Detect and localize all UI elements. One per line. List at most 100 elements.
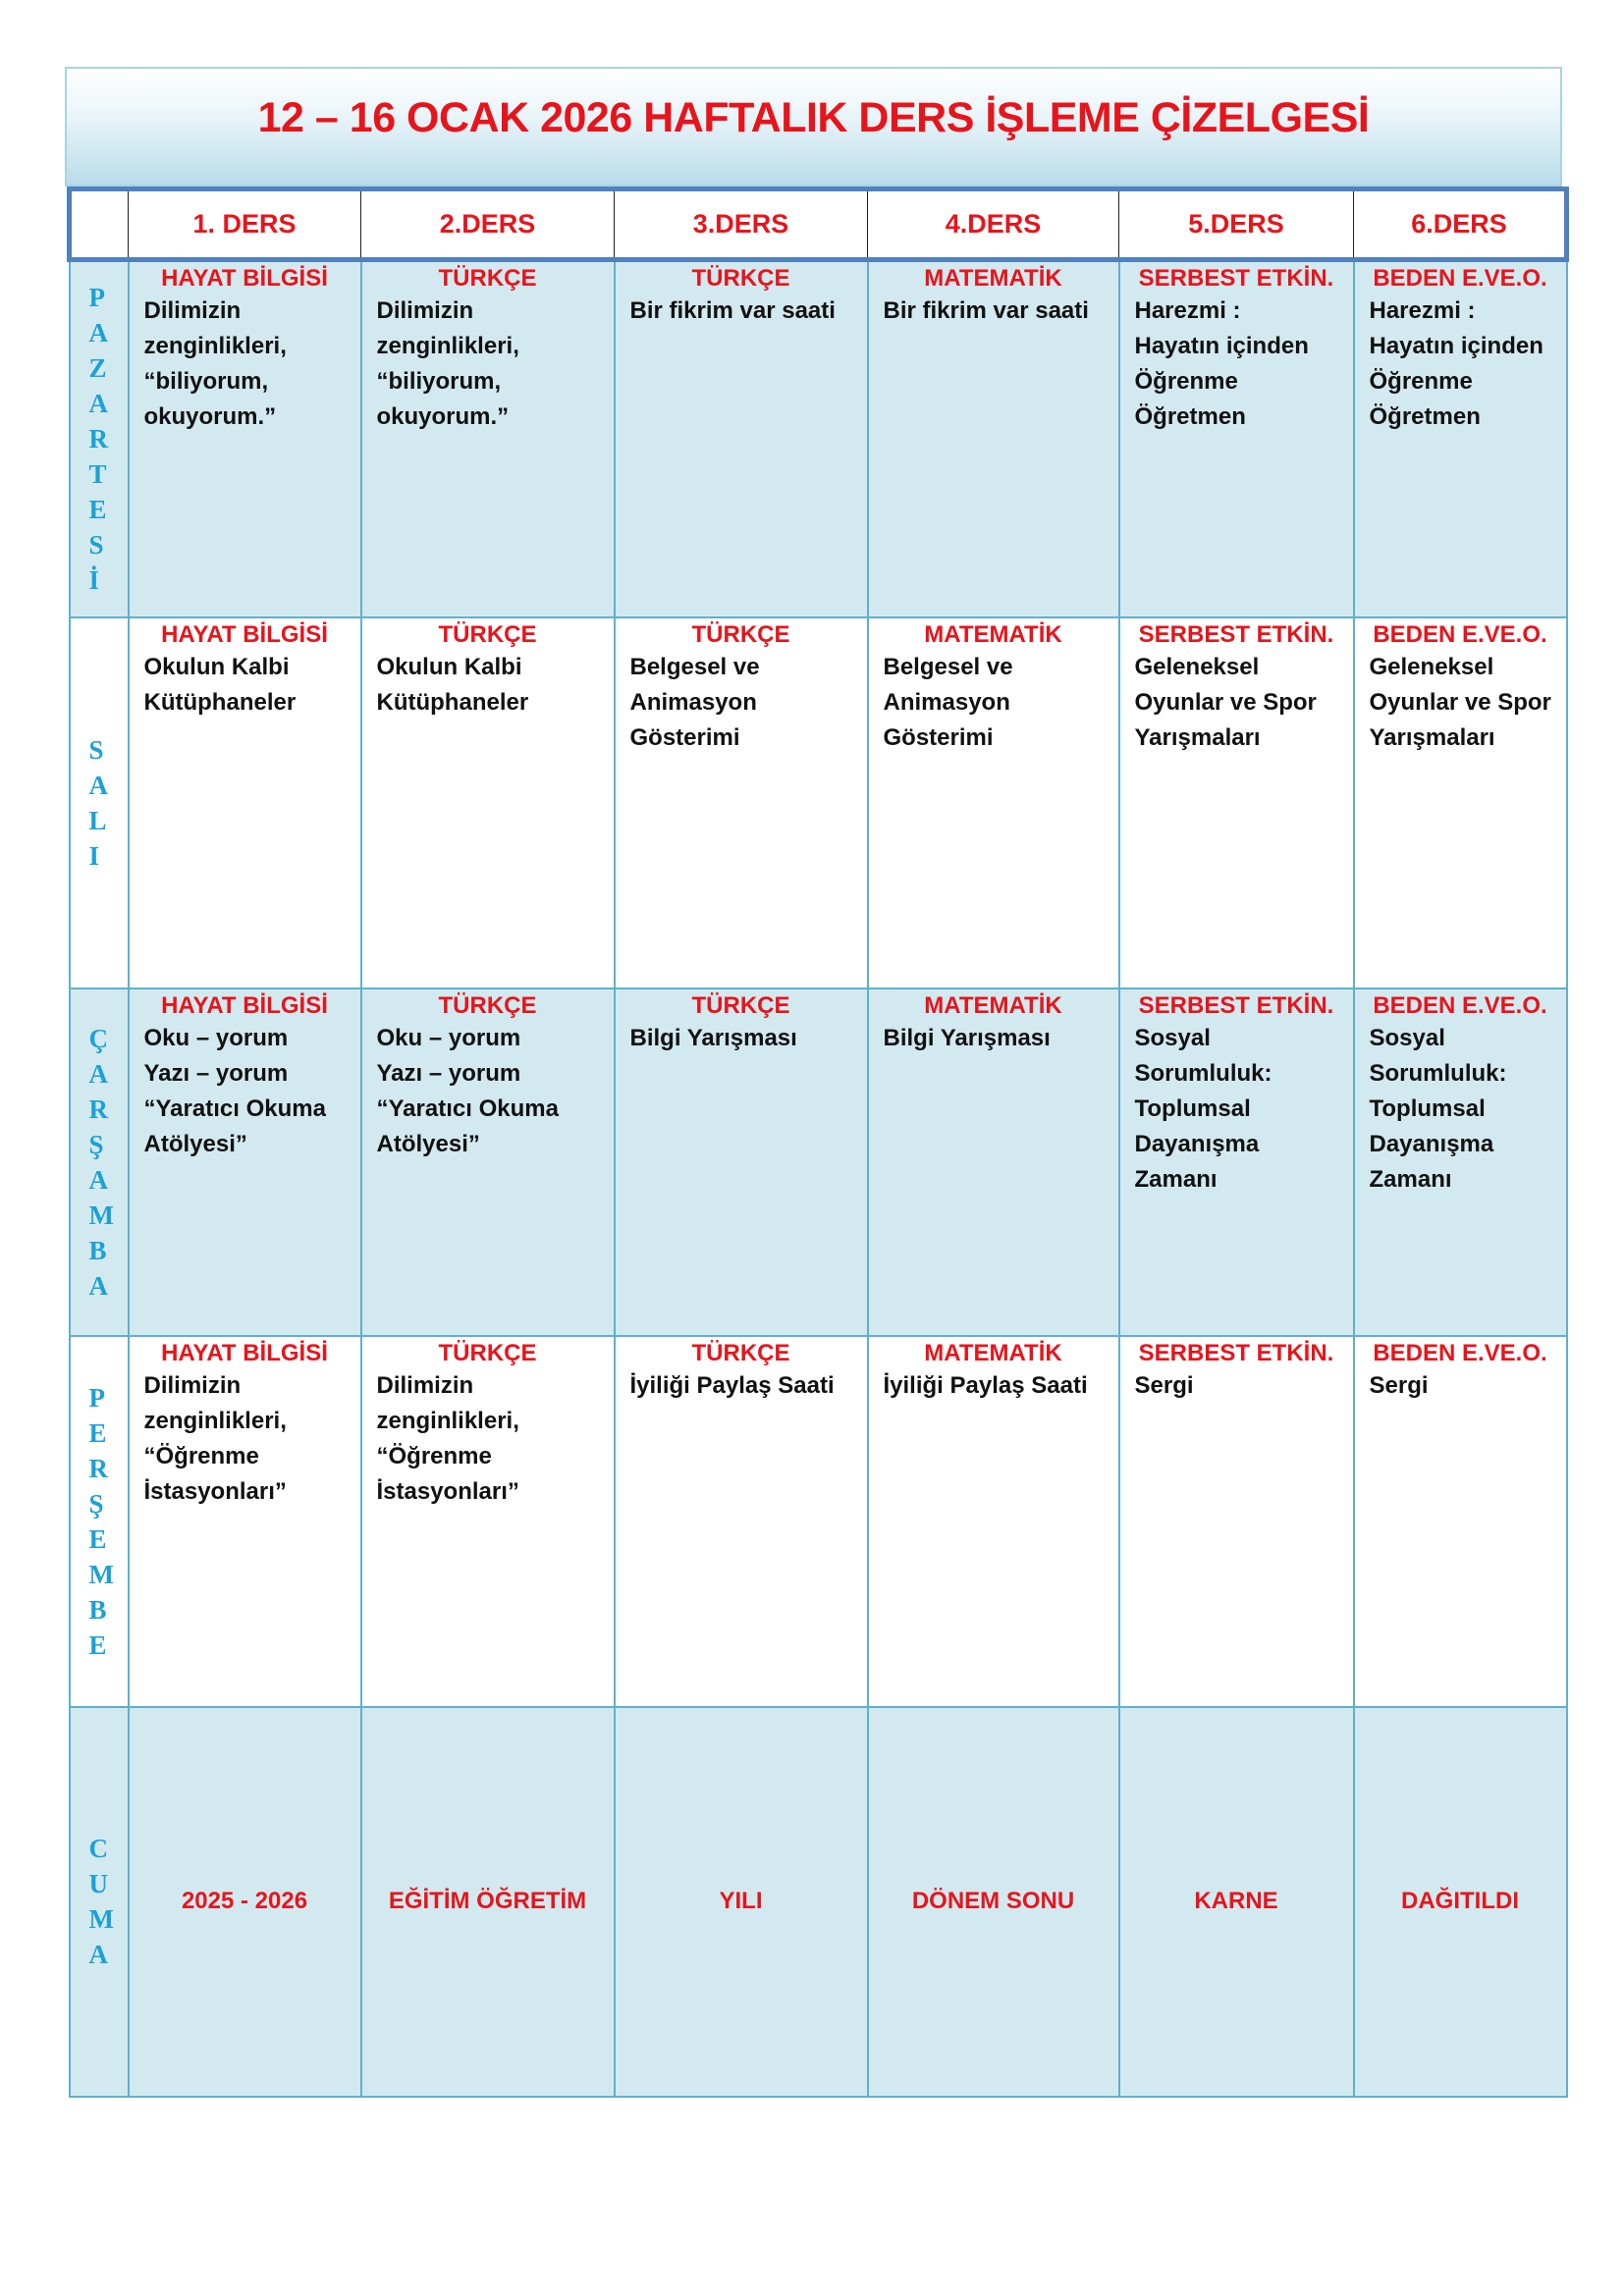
- day-label-cell: CUMA: [68, 1705, 130, 2098]
- day-row: PERŞEMBE HAYAT BİLGİSİ Dilimizin zenginl…: [68, 1334, 1568, 1708]
- day-row: PAZARTESİ HAYAT BİLGİSİ Dilimizin zengin…: [68, 258, 1568, 618]
- day-name: PAZARTESİ: [88, 283, 109, 596]
- lesson-topic: İyiliği Paylaş Saati: [629, 1371, 835, 1399]
- lesson-topic: Geleneksel Oyunlar ve Spor Yarışmaları: [1134, 653, 1317, 751]
- day-name: SALI: [88, 734, 109, 871]
- day-row: ÇARŞAMBA HAYAT BİLGİSİ Oku – yorum Yazı …: [68, 987, 1568, 1337]
- lesson-cell: TÜRKÇE Bilgi Yarışması: [613, 987, 869, 1337]
- lesson-subject: BEDEN E.VE.O.: [1373, 991, 1547, 1019]
- lesson-subject: SERBEST ETKİN.: [1138, 265, 1334, 292]
- day-row-friday: CUMA 2025 - 2026 EĞİTİM ÖĞRETİM YILI DÖNEM S…: [68, 1705, 1568, 2098]
- lesson-cell: SERBEST ETKİN. Sergi: [1117, 1334, 1355, 1708]
- corner-cell: [67, 187, 129, 262]
- lesson-cell: BEDEN E.VE.O. Harezmi : Hayatın içinden …: [1352, 258, 1568, 618]
- lesson-cell: SERBEST ETKİN. Sosyal Sorumluluk: Toplum…: [1117, 987, 1355, 1337]
- lesson-subject: TÜRKÇE: [691, 265, 790, 292]
- lesson-cell: TÜRKÇE Okulun Kalbi Kütüphaneler: [359, 615, 616, 989]
- friday-cell: EĞİTİM ÖĞRETİM: [359, 1705, 616, 2098]
- lesson-subject: MATEMATİK: [924, 265, 1062, 292]
- lesson-topic: Dilimizin zenginlikleri, “biliyorum, oku…: [143, 297, 287, 430]
- lesson-topic: Dilimizin zenginlikleri, “biliyorum, oku…: [376, 297, 519, 430]
- day-row: SALI HAYAT BİLGİSİ Okulun Kalbi Kütüphan…: [68, 615, 1568, 989]
- lesson-subject: BEDEN E.VE.O.: [1373, 1339, 1547, 1366]
- lesson-topic: Belgesel ve Animasyon Gösterimi: [629, 653, 760, 751]
- lesson-subject: TÜRKÇE: [691, 1339, 790, 1366]
- lesson-cell: TÜRKÇE Belgesel ve Animasyon Gösterimi: [613, 615, 869, 989]
- friday-cell: KARNE: [1117, 1705, 1355, 2098]
- lesson-subject: SERBEST ETKİN.: [1138, 620, 1334, 648]
- lesson-subject: TÜRKÇE: [438, 620, 537, 648]
- lesson-topic: Dilimizin zenginlikleri, “Öğrenme İstasy…: [376, 1371, 519, 1505]
- lesson-subject: TÜRKÇE: [438, 1339, 537, 1366]
- day-name: CUMA: [88, 1834, 114, 1969]
- lesson-cell: HAYAT BİLGİSİ Dilimizin zenginlikleri, “…: [127, 1334, 362, 1708]
- lesson-subject: BEDEN E.VE.O.: [1373, 620, 1547, 648]
- lesson-topic: Okulun Kalbi Kütüphaneler: [376, 653, 529, 716]
- column-header: 5.DERS: [1118, 187, 1354, 262]
- lesson-subject: TÜRKÇE: [438, 991, 537, 1019]
- lesson-topic: Oku – yorum Yazı – yorum “Yaratıcı Okuma…: [376, 1024, 559, 1157]
- lesson-cell: SERBEST ETKİN. Harezmi : Hayatın içinden…: [1117, 258, 1355, 618]
- lesson-cell: HAYAT BİLGİSİ Dilimizin zenginlikleri, “…: [127, 258, 362, 618]
- lesson-cell: MATEMATİK Belgesel ve Animasyon Gösterim…: [866, 615, 1120, 989]
- schedule-table: 1. DERS 2.DERS 3.DERS 4.DERS 5.DERS 6.DE…: [67, 187, 1569, 2098]
- day-label-cell: PERŞEMBE: [68, 1334, 130, 1708]
- lesson-cell: TÜRKÇE Dilimizin zenginlikleri, “Öğrenme…: [359, 1334, 616, 1708]
- lesson-topic: Geleneksel Oyunlar ve Spor Yarışmaları: [1369, 653, 1551, 751]
- lesson-topic: Dilimizin zenginlikleri, “Öğrenme İstasy…: [143, 1371, 287, 1505]
- lesson-cell: MATEMATİK İyiliği Paylaş Saati: [866, 1334, 1120, 1708]
- lesson-cell: BEDEN E.VE.O. Geleneksel Oyunlar ve Spor…: [1352, 615, 1568, 989]
- lesson-cell: TÜRKÇE Bir fikrim var saati: [613, 258, 869, 618]
- day-label-cell: SALI: [68, 615, 130, 989]
- column-header: 3.DERS: [614, 187, 868, 262]
- header-row: 1. DERS 2.DERS 3.DERS 4.DERS 5.DERS 6.DE…: [67, 187, 1569, 262]
- page-title: 12 – 16 OCAK 2026 HAFTALIK DERS İŞLEME Ç…: [257, 93, 1370, 141]
- lesson-topic: Sosyal Sorumluluk: Toplumsal Dayanışma Z…: [1369, 1024, 1507, 1193]
- lesson-subject: HAYAT BİLGİSİ: [161, 265, 328, 292]
- lesson-topic: Oku – yorum Yazı – yorum “Yaratıcı Okuma…: [143, 1024, 326, 1157]
- lesson-topic: Bilgi Yarışması: [883, 1024, 1051, 1051]
- day-label-cell: ÇARŞAMBA: [68, 987, 130, 1337]
- lesson-cell: MATEMATİK Bilgi Yarışması: [866, 987, 1120, 1337]
- column-header: 6.DERS: [1353, 187, 1569, 262]
- day-name: ÇARŞAMBA: [88, 1023, 114, 1301]
- lesson-subject: TÜRKÇE: [691, 991, 790, 1019]
- friday-cell: DAĞITILDI: [1352, 1705, 1568, 2098]
- title-banner: 12 – 16 OCAK 2026 HAFTALIK DERS İŞLEME Ç…: [65, 67, 1562, 187]
- lesson-topic: Harezmi : Hayatın içinden Öğrenme Öğretm…: [1134, 297, 1309, 430]
- lesson-cell: SERBEST ETKİN. Geleneksel Oyunlar ve Spo…: [1117, 615, 1355, 989]
- lesson-topic: Okulun Kalbi Kütüphaneler: [143, 653, 297, 716]
- day-label-cell: PAZARTESİ: [68, 258, 130, 618]
- lesson-topic: Sosyal Sorumluluk: Toplumsal Dayanışma Z…: [1134, 1024, 1272, 1193]
- lesson-topic: Bilgi Yarışması: [629, 1024, 797, 1051]
- lesson-topic: Bir fikrim var saati: [629, 297, 836, 324]
- lesson-cell: MATEMATİK Bir fikrim var saati: [866, 258, 1120, 618]
- lesson-subject: MATEMATİK: [924, 620, 1062, 648]
- lesson-cell: BEDEN E.VE.O. Sosyal Sorumluluk: Toplums…: [1352, 987, 1568, 1337]
- lesson-topic: İyiliği Paylaş Saati: [883, 1371, 1088, 1399]
- lesson-subject: MATEMATİK: [924, 1339, 1062, 1366]
- lesson-cell: TÜRKÇE Dilimizin zenginlikleri, “biliyor…: [359, 258, 616, 618]
- lesson-cell: HAYAT BİLGİSİ Oku – yorum Yazı – yorum “…: [127, 987, 362, 1337]
- lesson-subject: BEDEN E.VE.O.: [1373, 265, 1547, 292]
- lesson-topic: Belgesel ve Animasyon Gösterimi: [883, 653, 1013, 751]
- lesson-subject: HAYAT BİLGİSİ: [161, 620, 328, 648]
- lesson-topic: Sergi: [1134, 1371, 1194, 1399]
- lesson-subject: HAYAT BİLGİSİ: [161, 1339, 328, 1366]
- lesson-subject: HAYAT BİLGİSİ: [161, 991, 328, 1019]
- column-header: 2.DERS: [360, 187, 615, 262]
- lesson-cell: HAYAT BİLGİSİ Okulun Kalbi Kütüphaneler: [127, 615, 362, 989]
- lesson-subject: TÜRKÇE: [438, 265, 537, 292]
- column-header: 4.DERS: [867, 187, 1119, 262]
- lesson-subject: MATEMATİK: [924, 991, 1062, 1019]
- column-header: 1. DERS: [128, 187, 361, 262]
- day-name: PERŞEMBE: [88, 1382, 114, 1660]
- lesson-topic: Harezmi : Hayatın içinden Öğrenme Öğretm…: [1369, 297, 1543, 430]
- lesson-topic: Sergi: [1369, 1371, 1429, 1399]
- friday-cell: DÖNEM SONU: [866, 1705, 1120, 2098]
- friday-cell: YILI: [613, 1705, 869, 2098]
- lesson-cell: TÜRKÇE İyiliği Paylaş Saati: [613, 1334, 869, 1708]
- lesson-subject: SERBEST ETKİN.: [1138, 1339, 1334, 1366]
- lesson-topic: Bir fikrim var saati: [883, 297, 1089, 324]
- lesson-cell: BEDEN E.VE.O. Sergi: [1352, 1334, 1568, 1708]
